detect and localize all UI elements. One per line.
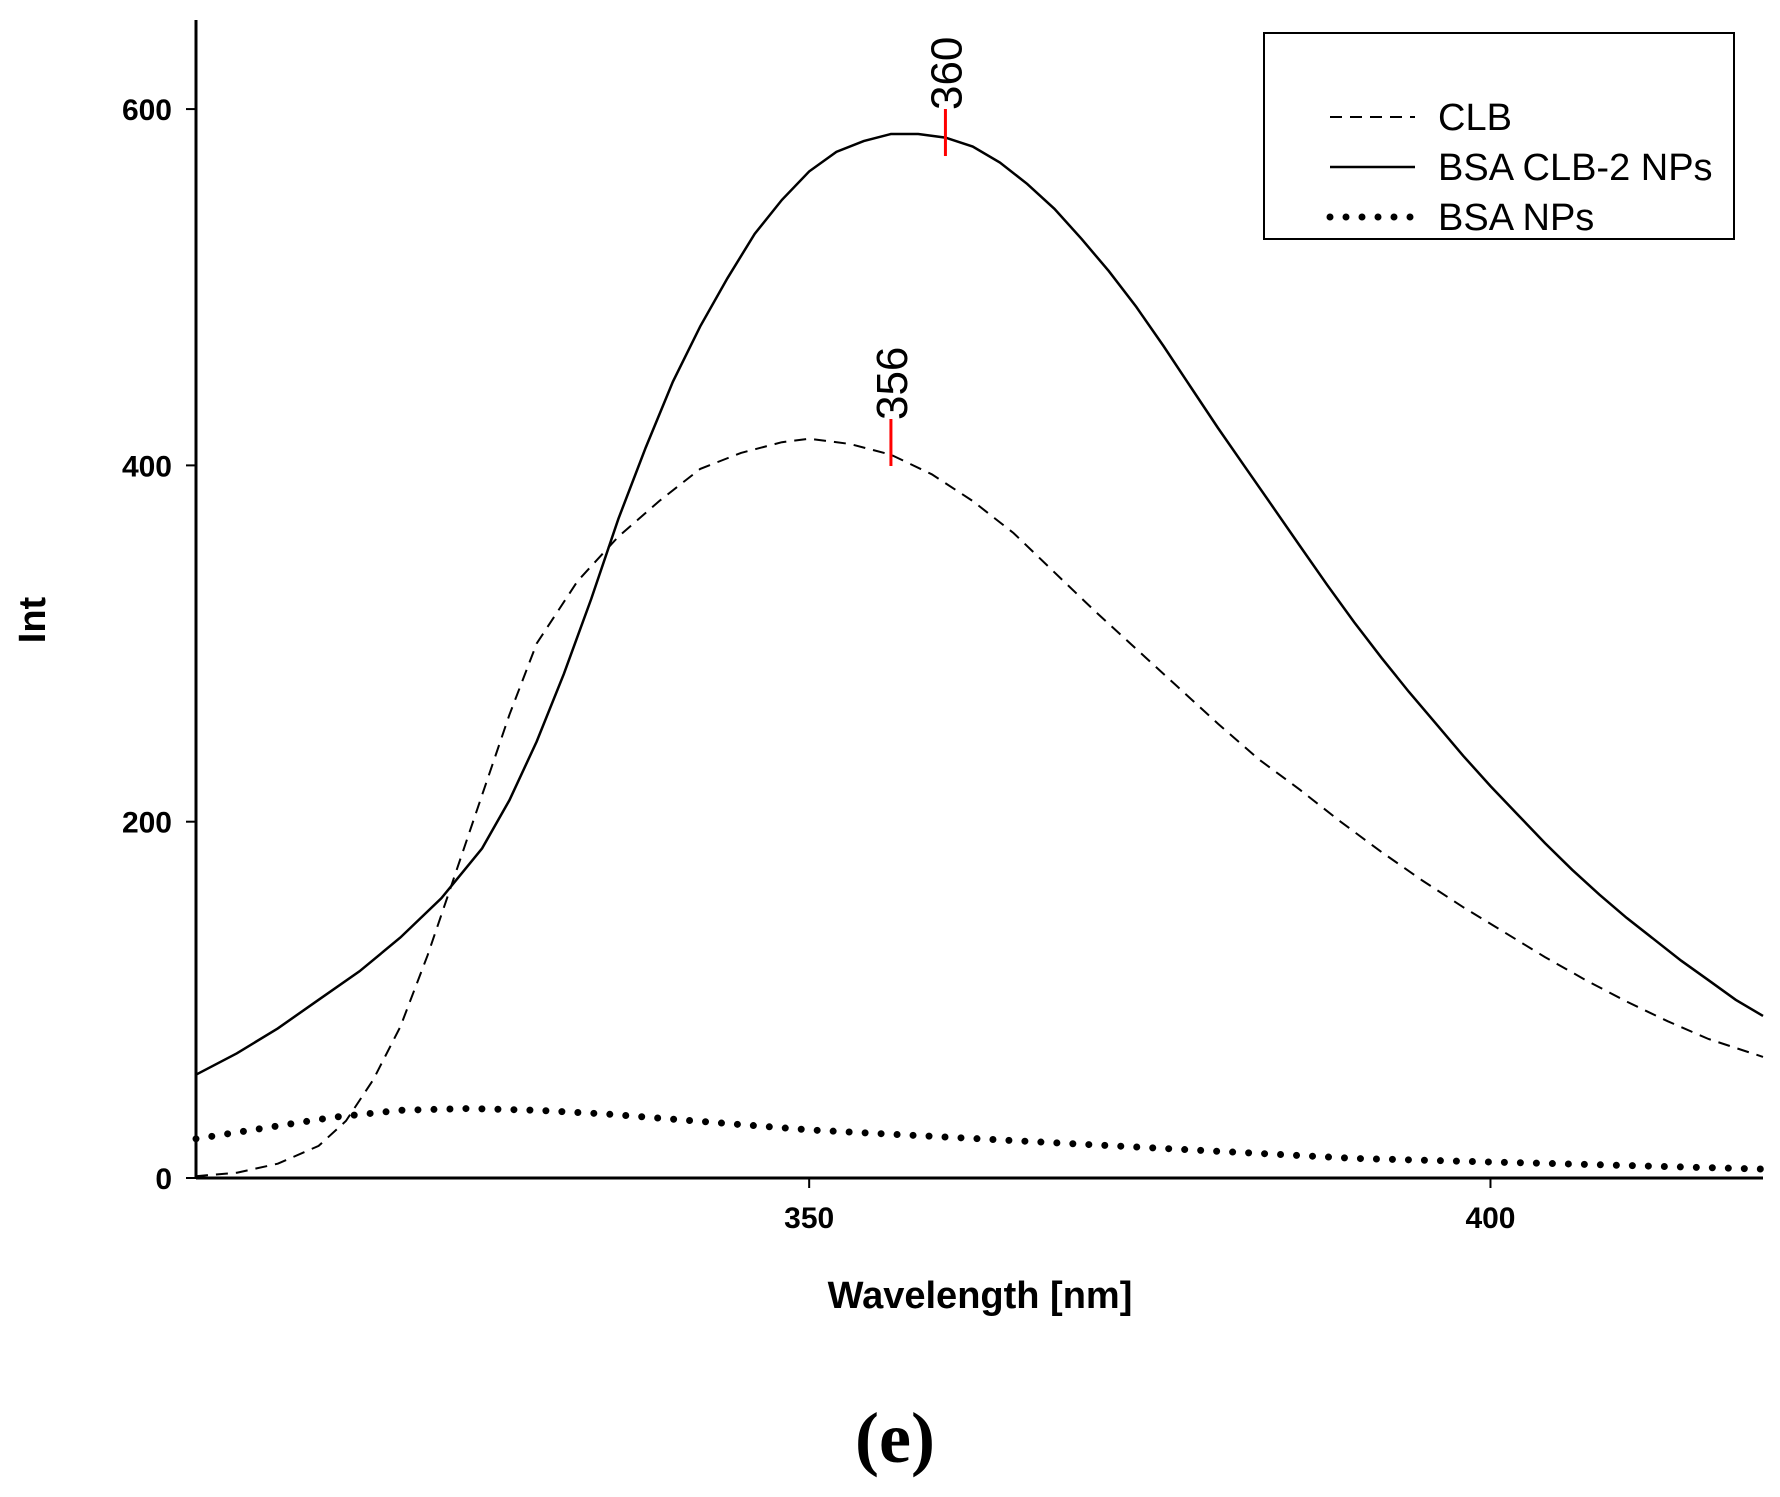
peak-label-0: 360 [922, 37, 971, 110]
y-tick-label: 200 [122, 807, 172, 840]
peak-label-1: 356 [868, 347, 917, 420]
x-tick-label: 400 [1465, 1202, 1515, 1235]
y-tick-label: 400 [122, 450, 172, 483]
legend: CLB BSA CLB-2 NPs BSA NPs [1263, 32, 1735, 240]
y-tick-label: 600 [122, 94, 172, 127]
peak-annotations: 360 356 [868, 37, 971, 467]
legend-label-2: BSA NPs [1438, 197, 1594, 239]
axes: 0 200 400 600 350 400 [122, 20, 1763, 1235]
series-line-2 [192, 1104, 1767, 1173]
legend-label-0: CLB [1438, 97, 1512, 139]
series-line-0 [195, 437, 1764, 1178]
series-line-1 [195, 132, 1764, 1076]
panel-label: (e) [855, 1398, 935, 1478]
x-axis-title: Wavelength [nm] [828, 1275, 1133, 1317]
y-tick-label: 0 [155, 1163, 172, 1196]
legend-box [1263, 32, 1735, 240]
x-tick-label: 350 [784, 1202, 834, 1235]
series-layer [192, 132, 1767, 1178]
y-axis-title: Int [12, 596, 54, 643]
legend-label-1: BSA CLB-2 NPs [1438, 147, 1713, 189]
